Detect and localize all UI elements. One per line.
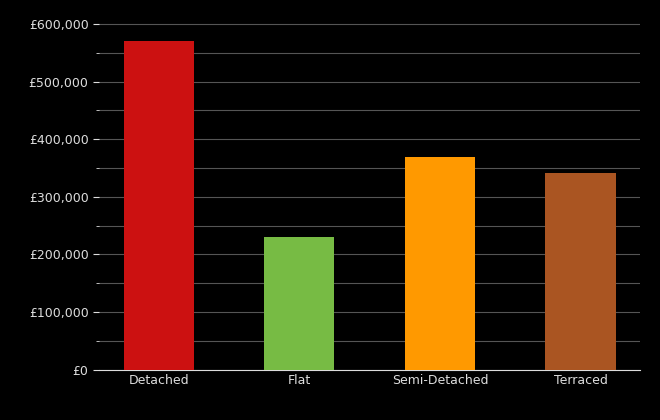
Bar — [545, 173, 616, 370]
Bar — [264, 237, 335, 370]
Bar — [123, 42, 194, 370]
Bar — [405, 157, 475, 370]
